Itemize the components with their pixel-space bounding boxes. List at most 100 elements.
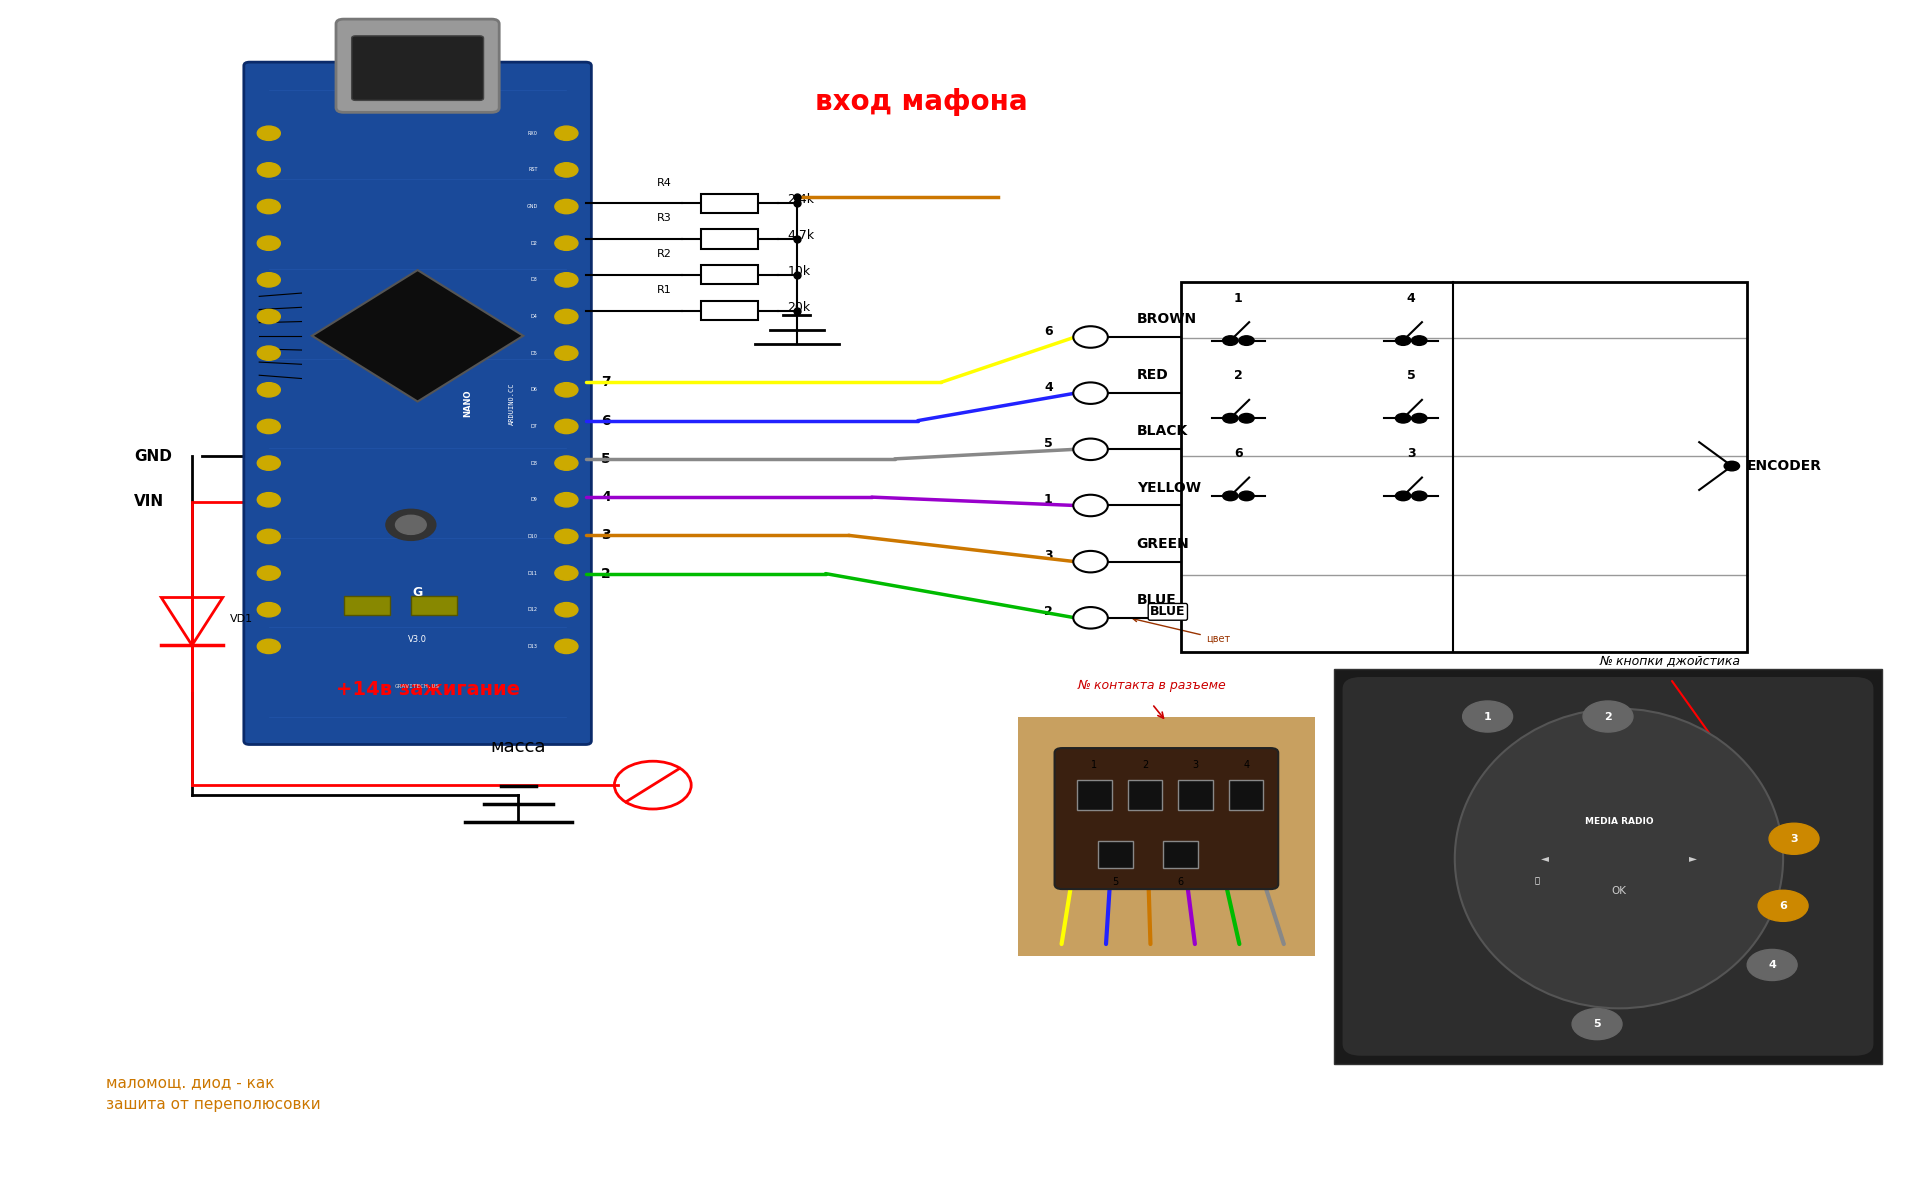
- Bar: [1164, 841, 1198, 868]
- Text: 6: 6: [601, 413, 611, 428]
- Circle shape: [555, 566, 578, 581]
- Circle shape: [257, 272, 280, 287]
- Circle shape: [555, 310, 578, 324]
- Circle shape: [1223, 336, 1238, 345]
- Circle shape: [1759, 890, 1809, 921]
- Circle shape: [1223, 413, 1238, 423]
- Text: ENCODER: ENCODER: [1747, 459, 1822, 473]
- Text: GREEN: GREEN: [1137, 537, 1188, 551]
- Text: 5: 5: [1594, 1019, 1601, 1029]
- Text: 3: 3: [601, 528, 611, 543]
- Text: +14в зажигание: +14в зажигание: [336, 680, 520, 699]
- Circle shape: [1396, 491, 1411, 501]
- Text: 1: 1: [1091, 760, 1098, 770]
- Text: BLACK: BLACK: [1137, 424, 1188, 439]
- Circle shape: [1572, 1009, 1622, 1040]
- Text: BLUE: BLUE: [1150, 606, 1185, 618]
- Circle shape: [555, 347, 578, 361]
- Circle shape: [1073, 607, 1108, 629]
- Circle shape: [555, 419, 578, 434]
- Circle shape: [1396, 336, 1411, 345]
- Circle shape: [396, 515, 426, 534]
- Circle shape: [257, 456, 280, 471]
- Text: 20k: 20k: [787, 301, 810, 313]
- Text: R1: R1: [657, 286, 672, 295]
- Circle shape: [555, 382, 578, 397]
- Text: D13: D13: [528, 644, 538, 649]
- Circle shape: [386, 509, 436, 540]
- Bar: [411, 596, 457, 615]
- Bar: [1127, 780, 1162, 810]
- Text: 5: 5: [1407, 369, 1415, 382]
- Text: D9: D9: [530, 497, 538, 502]
- Text: вход мафона: вход мафона: [816, 87, 1027, 116]
- Circle shape: [555, 272, 578, 287]
- Circle shape: [257, 529, 280, 544]
- Text: 2: 2: [1603, 711, 1613, 722]
- Bar: [1179, 780, 1213, 810]
- Circle shape: [1073, 495, 1108, 516]
- Circle shape: [555, 200, 578, 214]
- Circle shape: [1238, 491, 1254, 501]
- Circle shape: [257, 602, 280, 617]
- Circle shape: [1238, 413, 1254, 423]
- Text: № кнопки джойстика: № кнопки джойстика: [1599, 655, 1741, 667]
- Text: 2,4k: 2,4k: [787, 194, 814, 206]
- Circle shape: [1411, 491, 1427, 501]
- Circle shape: [257, 127, 280, 141]
- Circle shape: [257, 237, 280, 251]
- Circle shape: [257, 347, 280, 361]
- Circle shape: [257, 419, 280, 434]
- Text: 4: 4: [1407, 292, 1415, 305]
- Text: 2: 2: [1044, 606, 1052, 618]
- Text: 4: 4: [601, 490, 611, 504]
- Circle shape: [555, 237, 578, 251]
- Circle shape: [1396, 413, 1411, 423]
- Bar: [1334, 669, 1882, 1064]
- Text: 3: 3: [1789, 834, 1797, 844]
- Text: D7: D7: [530, 424, 538, 429]
- Text: GND: GND: [526, 204, 538, 209]
- Bar: [1098, 841, 1133, 868]
- Text: 4: 4: [1044, 381, 1052, 393]
- Circle shape: [1747, 949, 1797, 980]
- Circle shape: [257, 310, 280, 324]
- Text: 1: 1: [1484, 711, 1492, 722]
- Text: MEDIA RADIO: MEDIA RADIO: [1584, 816, 1653, 826]
- Bar: [701, 301, 758, 320]
- Circle shape: [257, 639, 280, 654]
- FancyBboxPatch shape: [1054, 748, 1279, 889]
- Text: VIN: VIN: [134, 495, 165, 509]
- Circle shape: [257, 200, 280, 214]
- Text: NANO: NANO: [463, 390, 472, 417]
- Text: 5: 5: [601, 452, 611, 466]
- Text: ARDUINO.CC: ARDUINO.CC: [509, 382, 515, 424]
- Text: 6: 6: [1177, 877, 1185, 887]
- Text: GRAVITECH.US: GRAVITECH.US: [396, 685, 440, 690]
- Circle shape: [1073, 382, 1108, 404]
- Text: 5: 5: [1112, 877, 1117, 887]
- Bar: [344, 596, 390, 615]
- Text: D11: D11: [528, 570, 538, 576]
- Text: VD1: VD1: [230, 614, 253, 624]
- Text: D6: D6: [530, 387, 538, 392]
- Bar: [1229, 780, 1263, 810]
- Text: V3.0: V3.0: [409, 635, 426, 644]
- Text: 7: 7: [601, 375, 611, 390]
- Bar: [1077, 780, 1112, 810]
- Ellipse shape: [1455, 709, 1784, 1009]
- Circle shape: [1073, 326, 1108, 348]
- Bar: [701, 194, 758, 213]
- Bar: [701, 265, 758, 284]
- Text: YELLOW: YELLOW: [1137, 480, 1200, 495]
- Circle shape: [555, 602, 578, 617]
- Text: 1: 1: [1044, 494, 1052, 505]
- Text: 4: 4: [1242, 760, 1250, 770]
- Circle shape: [257, 382, 280, 397]
- Circle shape: [1223, 491, 1238, 501]
- Text: 6: 6: [1780, 901, 1788, 911]
- Text: BLUE: BLUE: [1137, 593, 1177, 607]
- Text: 2: 2: [601, 566, 611, 581]
- FancyBboxPatch shape: [351, 36, 484, 100]
- Text: D8: D8: [530, 460, 538, 466]
